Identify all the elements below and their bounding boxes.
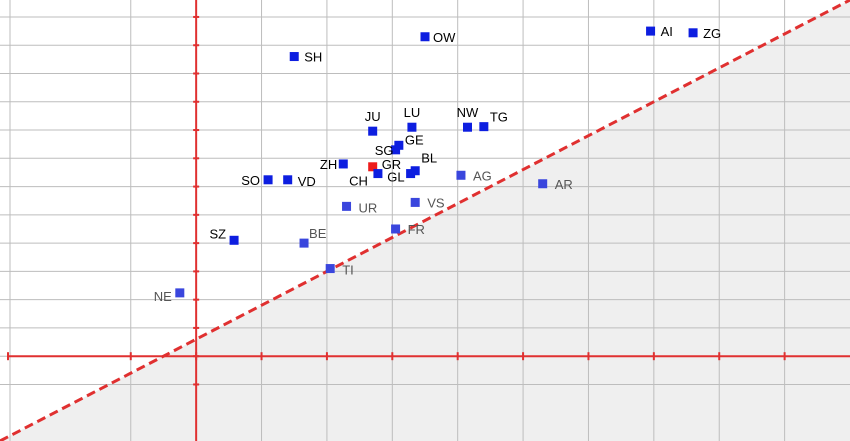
point-label-ur: UR: [359, 200, 378, 215]
point-label-fr: FR: [408, 222, 425, 237]
point-label-bl: BL: [421, 151, 437, 166]
point-ge: [394, 140, 404, 150]
point-label-tg: TG: [490, 110, 508, 125]
point-ur: [342, 201, 352, 211]
point-tg: [479, 122, 489, 132]
point-sg: [391, 145, 401, 155]
point-label-lu: LU: [404, 105, 421, 120]
point-label-ag: AG: [473, 168, 492, 183]
point-gl: [406, 169, 416, 179]
point-label-ar: AR: [555, 177, 573, 192]
point-sh: [289, 52, 299, 62]
point-label-ai: AI: [661, 24, 673, 39]
point-label-vs: VS: [427, 195, 445, 210]
point-label-gl: GL: [387, 170, 404, 185]
point-label-nw: NW: [457, 105, 479, 120]
point-vd: [283, 175, 293, 185]
point-lu: [407, 122, 417, 132]
point-so: [263, 175, 273, 185]
point-label-ge: GE: [405, 132, 424, 147]
point-zg: [688, 28, 698, 38]
point-label-ti: TI: [342, 263, 354, 278]
point-vs: [410, 197, 420, 207]
point-sz: [229, 235, 239, 245]
point-ag: [456, 170, 466, 180]
labels-layer: OW AI ZG SH JU LU NW TG GE SG ZH GR CH BL GL SO VD AG AR UR…: [154, 24, 721, 304]
point-label-zg: ZG: [703, 26, 721, 41]
point-ju: [368, 126, 378, 136]
point-ti: [325, 264, 335, 274]
point-label-sg: SG: [375, 143, 394, 158]
point-be: [299, 238, 309, 248]
point-zh: [338, 159, 348, 169]
point-label-ju: JU: [365, 109, 381, 124]
point-ai: [646, 26, 656, 36]
points-layer: [175, 26, 698, 298]
point-label-sz: SZ: [209, 226, 226, 241]
point-label-so: SO: [241, 173, 260, 188]
point-label-ne: NE: [154, 289, 172, 304]
point-label-ow: OW: [433, 30, 456, 45]
point-ar: [538, 179, 548, 189]
point-ne: [175, 288, 185, 298]
point-label-be: BE: [309, 226, 327, 241]
point-bl: [410, 166, 420, 176]
point-label-ch: CH: [349, 174, 368, 189]
point-gr: [368, 162, 378, 172]
reference-axes-layer: [7, 0, 850, 441]
point-label-zh: ZH: [320, 157, 337, 172]
point-label-gr: GR: [382, 157, 402, 172]
point-label-sh: SH: [304, 50, 322, 65]
point-nw: [463, 122, 472, 132]
point-fr: [391, 224, 401, 234]
point-ow: [420, 32, 430, 42]
point-label-vd: VD: [298, 174, 316, 189]
point-ch: [373, 169, 383, 179]
